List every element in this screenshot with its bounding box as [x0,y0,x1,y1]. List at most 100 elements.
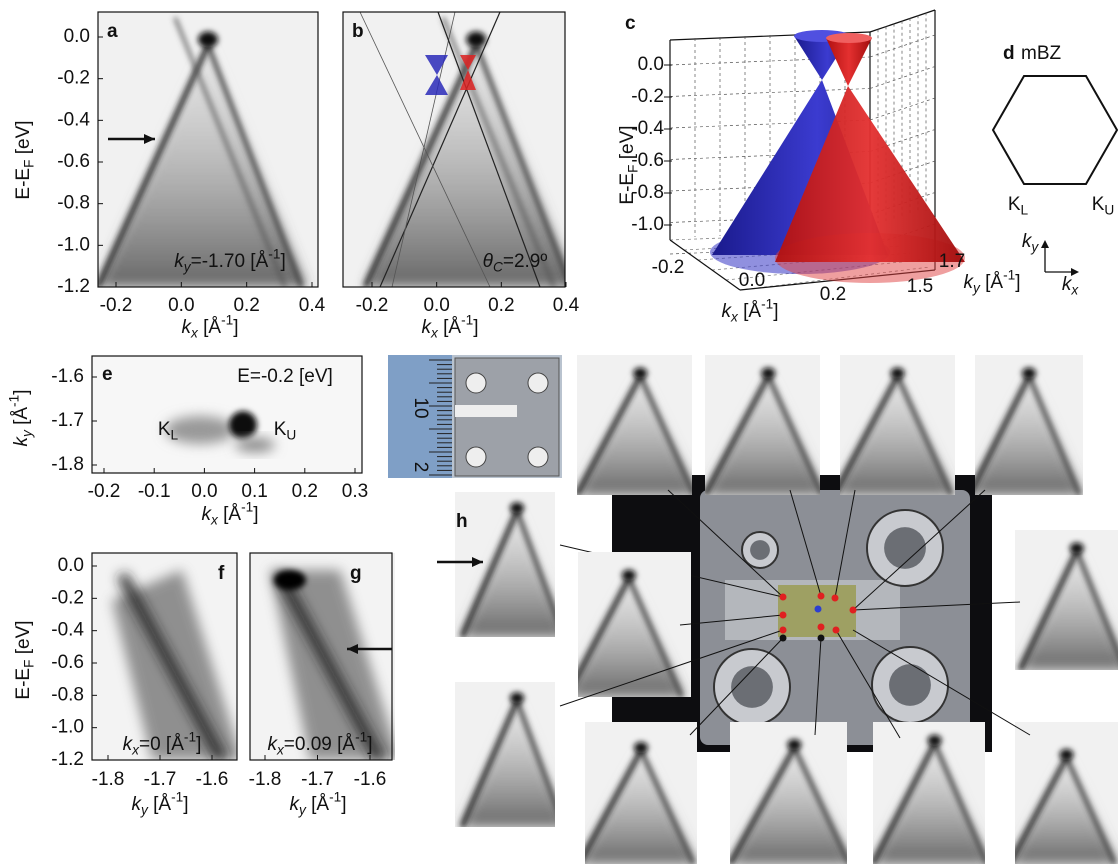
dirac-point [928,735,942,746]
text-segment: U [286,427,296,442]
panel-label: d [1003,43,1015,64]
y-tick-label: -1.2 [51,749,84,770]
arpes-image [1010,722,1118,864]
text-segment: x [1070,282,1079,297]
arrow-head [1071,268,1079,276]
text-segment: F [21,660,36,668]
measurement-spot [850,607,857,614]
x-tick-label: 0.2 [488,295,514,316]
panel-label: c [625,13,636,34]
text-segment: =0 [Å [139,734,184,755]
text-segment: -1 [171,789,183,804]
cone-top [826,33,872,43]
text-segment: -1 [461,312,473,327]
text-segment: F [21,160,36,168]
annotation: θC=2.9º [483,251,548,274]
screw-head [750,540,770,560]
hole [528,447,548,467]
text-segment: -1 [221,312,233,327]
dirac-point [510,692,524,703]
intensity [235,438,275,452]
arpes-image [98,12,318,287]
hole [528,373,548,393]
text-segment: -1 [355,729,367,744]
x-tick-label: -1.6 [196,769,229,790]
grid-line [870,67,935,89]
arpes-image [455,682,567,827]
x-axis-label: kx [Å-1] [181,312,238,340]
intensity [229,411,257,439]
dirac-point [198,32,218,48]
text-segment: -1 [761,296,773,311]
dirac-point [274,570,306,590]
y-tick-label: -0.8 [57,193,90,214]
arpes-image [705,355,825,495]
z-tick-label: -0.2 [631,86,664,107]
arpes-image [834,355,955,495]
arpes-image [970,355,1083,495]
x-tick-label: 0.4 [553,295,580,316]
x-tick-label: -1.8 [92,769,125,790]
y-tick-label: -0.4 [57,109,90,130]
x-tick-label: 0.0 [191,481,217,502]
x-tick-label: 0.0 [168,295,194,316]
x-tick-label: -0.2 [100,295,133,316]
y-tick-label: -1.0 [51,717,84,738]
panel-label: a [107,21,118,42]
text-segment: ] [233,317,238,338]
text-segment: ] [773,301,778,322]
text-segment: -1 [1003,267,1015,282]
text-segment: ] [11,389,32,394]
y-tick-label: -1.7 [51,410,84,431]
text-segment: E-E [13,668,34,700]
x-tick-label: 0.0 [423,295,449,316]
z-axis-label: E-EF [eV] [617,125,640,204]
text-segment: ] [367,734,372,755]
measurement-spot [780,635,787,642]
arpes-image [343,12,576,287]
x-tick-label: 0.2 [233,295,259,316]
text-segment: ] [280,251,285,272]
y-tick-label: -0.2 [57,68,90,89]
text-segment: -1 [6,395,21,407]
x-tick-label: -0.2 [652,257,685,278]
x-axis-label: ky [Å-1] [289,789,346,817]
panel-label: h [456,511,468,532]
text-segment: [eV] [617,125,638,164]
text-segment: [eV] [13,620,34,659]
dirac-point [1022,368,1036,379]
text-segment: K [1008,194,1021,215]
k-point-label: KL [1008,194,1029,217]
dirac-point [634,742,648,753]
text-segment: C [493,259,503,274]
axis-label: kx [1062,274,1080,297]
x-axis-label: kx [Å-1] [201,499,258,527]
text-segment: ] [1015,272,1020,293]
text-segment: ] [196,734,201,755]
text-segment: E-E [13,168,34,200]
y-tick-label: -0.4 [51,620,84,641]
z-tick-label: 0.0 [638,54,664,75]
text-segment: K [1092,194,1105,215]
dirac-point [1070,543,1084,554]
x-axis-label: ky [Å-1] [131,789,188,817]
y-tick-label: -0.8 [51,684,84,705]
x-tick-label: -1.8 [249,769,282,790]
screw-head [889,664,931,706]
text-segment: [Å [738,301,762,322]
dirac-point [787,739,801,750]
dirac-point [466,32,486,48]
text-segment: [eV] [13,120,34,159]
annotation: E=-0.2 [eV] [237,366,333,387]
x-tick-label: -1.6 [354,769,387,790]
y-tick-label: 1.7 [939,251,965,272]
arpes-image [873,722,990,864]
text-segment: =0.09 [Å [284,734,356,755]
hexagon-bz [993,76,1117,184]
y-tick-label: -0.6 [57,151,90,172]
grid-line [870,98,935,120]
dirac-point [510,502,524,513]
text-segment: ] [341,794,346,815]
y-tick-label: -1.8 [51,454,84,475]
y-tick-label: 0.0 [64,26,90,47]
